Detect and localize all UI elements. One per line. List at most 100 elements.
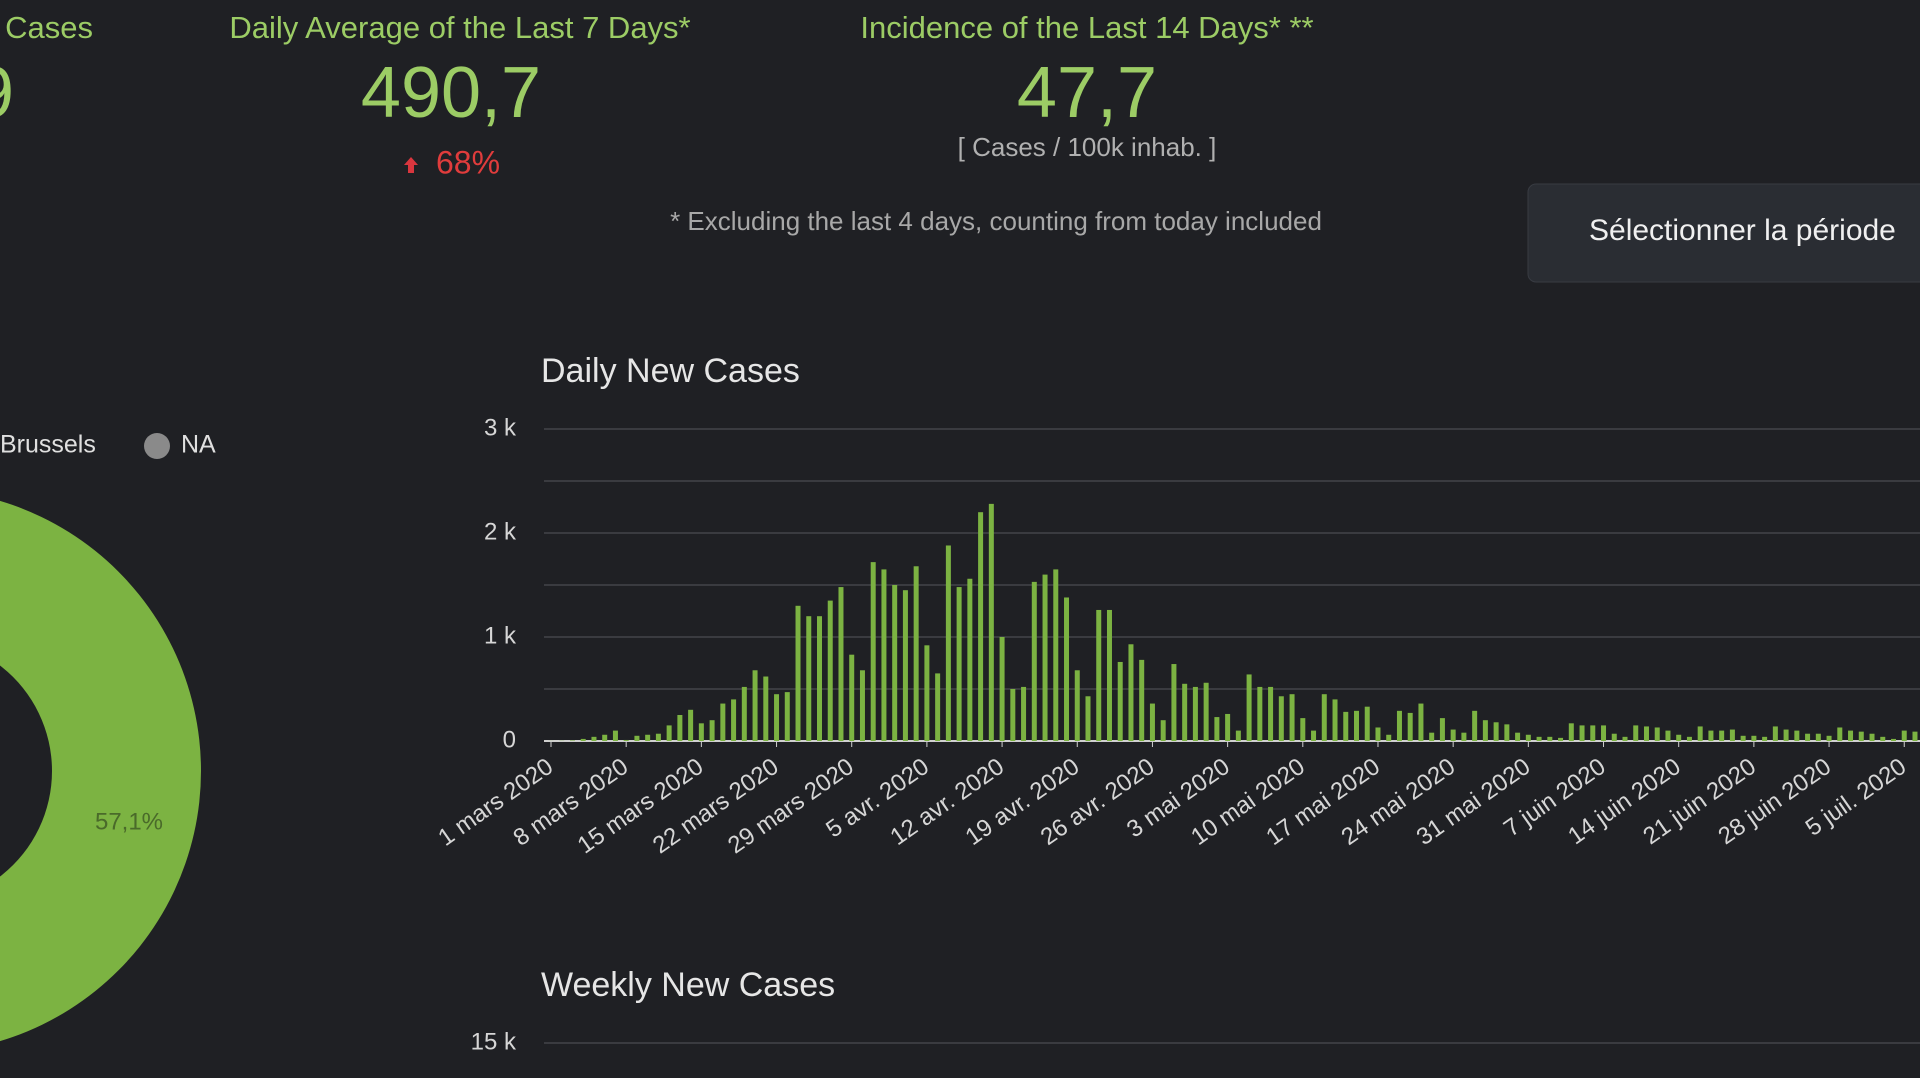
- bar: [956, 587, 962, 741]
- bar: [774, 694, 780, 741]
- bar: [881, 569, 887, 741]
- kpi-title: Daily Average of the Last 7 Days*: [229, 10, 690, 45]
- bar: [1074, 670, 1080, 741]
- bar: [1633, 725, 1639, 741]
- bar: [1042, 574, 1048, 741]
- bar: [1149, 703, 1155, 741]
- bar: [677, 715, 683, 741]
- bar: [1826, 735, 1832, 741]
- bar: [1740, 735, 1746, 741]
- bar: [1547, 736, 1553, 741]
- bar: [1708, 730, 1714, 741]
- bar: [817, 616, 822, 741]
- kpi-title: Cases: [5, 10, 93, 45]
- chart-title: Weekly New Cases: [541, 966, 835, 1004]
- bar: [709, 720, 715, 741]
- x-tick-label: 15 mars 2020: [573, 753, 709, 859]
- bar: [945, 545, 951, 741]
- bar: [978, 512, 984, 741]
- bar: [1482, 720, 1488, 741]
- bar: [1686, 736, 1692, 741]
- bar: [1257, 686, 1263, 741]
- bar: [1504, 724, 1510, 741]
- bar: [1010, 689, 1016, 741]
- bar: [924, 645, 930, 741]
- bar: [591, 736, 597, 741]
- bar: [1751, 735, 1757, 741]
- bar: [1429, 732, 1435, 741]
- bar: [999, 637, 1005, 741]
- bar: [1439, 718, 1445, 741]
- period-button[interactable]: Sélectionner la période: [1527, 183, 1920, 283]
- bar: [1783, 729, 1789, 741]
- donut-slice: [0, 500, 202, 1042]
- bar: [1622, 736, 1628, 741]
- bar: [1289, 694, 1295, 741]
- bar: [1525, 734, 1531, 741]
- bar: [902, 590, 908, 741]
- y-tick-label: 0: [503, 726, 516, 753]
- bar: [720, 703, 726, 741]
- bar: [1332, 699, 1338, 741]
- kpi-title: Incidence of the Last 14 Days* **: [860, 10, 1313, 45]
- bar: [1171, 664, 1177, 741]
- bar: [1321, 694, 1327, 741]
- bar: [1880, 736, 1886, 741]
- bar: [1794, 730, 1800, 741]
- button-background[interactable]: [1527, 183, 1920, 283]
- bar: [1300, 718, 1306, 741]
- bar: [1031, 581, 1037, 741]
- kpi-change: 68%: [436, 144, 500, 180]
- bar: [1815, 733, 1821, 741]
- bar: [1268, 686, 1274, 741]
- bar: [1117, 661, 1123, 741]
- button-label[interactable]: Sélectionner la période: [1589, 214, 1896, 247]
- bar: [1096, 609, 1102, 741]
- bar: [935, 673, 941, 741]
- bar: [1901, 730, 1907, 741]
- bar: [1064, 597, 1070, 741]
- bar: [688, 709, 694, 741]
- bar: [1311, 730, 1317, 741]
- bar: [1858, 731, 1864, 741]
- bar: [1536, 736, 1542, 741]
- bar: [827, 600, 833, 741]
- bar: [1203, 682, 1209, 741]
- bar: [1235, 730, 1241, 741]
- y-tick-label: 2 k: [484, 518, 517, 545]
- bar: [1225, 713, 1231, 741]
- bar: [913, 566, 919, 741]
- legend-label: Brussels: [0, 431, 96, 459]
- bar: [569, 740, 575, 741]
- bar: [1214, 717, 1220, 741]
- bar: [1772, 726, 1778, 741]
- bar: [967, 578, 973, 741]
- y-tick-label: 1 k: [484, 622, 517, 649]
- bar: [763, 676, 769, 741]
- bar: [1386, 734, 1392, 741]
- bar: [752, 670, 758, 741]
- kpi-value: 490,7: [361, 53, 541, 133]
- bar: [859, 670, 865, 741]
- x-tick-label: 22 mars 2020: [648, 753, 784, 859]
- bar: [795, 605, 801, 741]
- bar: [1021, 686, 1027, 741]
- bar: [849, 654, 855, 741]
- bar: [666, 725, 672, 741]
- bar: [1869, 733, 1875, 741]
- bar: [1375, 727, 1381, 741]
- bar: [602, 734, 608, 741]
- bar: [1182, 683, 1188, 741]
- bar: [1837, 727, 1843, 741]
- bar: [1139, 659, 1145, 741]
- bar: [1601, 725, 1607, 741]
- bar: [1891, 738, 1896, 741]
- bar: [1407, 712, 1413, 741]
- bar: [1729, 729, 1735, 741]
- bar: [1246, 674, 1252, 741]
- footnote: * Excluding the last 4 days, counting fr…: [670, 206, 1322, 236]
- bar: [1354, 710, 1359, 741]
- bar: [698, 723, 704, 741]
- bar: [1085, 696, 1091, 741]
- bar: [1676, 734, 1682, 741]
